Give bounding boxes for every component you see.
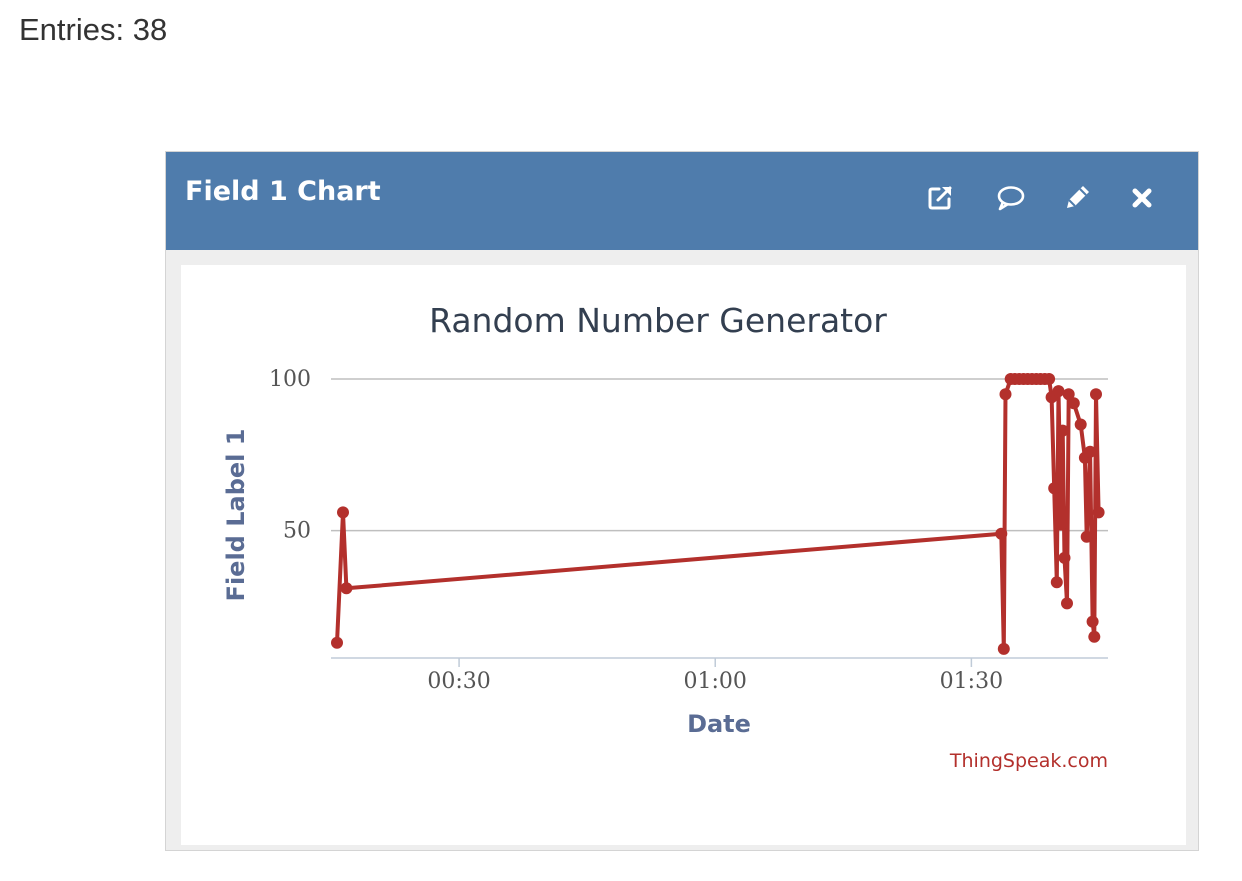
data-point[interactable] (1088, 630, 1101, 643)
data-point[interactable] (1080, 530, 1093, 543)
data-point[interactable] (999, 388, 1012, 401)
pencil-icon[interactable] (1059, 180, 1095, 216)
comment-icon[interactable] (993, 180, 1029, 216)
data-point[interactable] (1090, 388, 1102, 401)
data-point[interactable] (1067, 397, 1080, 410)
y-tick-label: 50 (283, 519, 311, 544)
data-point[interactable] (1058, 551, 1071, 564)
data-point[interactable] (340, 582, 353, 595)
chart-panel: Random Number Generator 50 100 00:30 01:00 0… (181, 265, 1186, 845)
x-tick-label: 01:00 (684, 669, 747, 694)
data-point[interactable] (1055, 518, 1067, 531)
data-point[interactable] (1061, 597, 1073, 610)
entries-count: Entries: 38 (19, 12, 168, 47)
data-point[interactable] (1056, 424, 1069, 437)
data-point[interactable] (1052, 385, 1065, 398)
data-point[interactable] (1074, 418, 1087, 431)
y-tick-label: 100 (269, 367, 311, 392)
data-point[interactable] (1092, 506, 1105, 519)
y-axis-label: Field Label 1 (222, 429, 250, 602)
widget-title: Field 1 Chart (185, 176, 381, 207)
data-point[interactable] (997, 642, 1010, 655)
data-point[interactable] (1043, 373, 1056, 385)
data-point[interactable] (1062, 388, 1075, 401)
data-point[interactable] (337, 506, 349, 519)
data-point[interactable] (1048, 482, 1061, 495)
thingspeak-credit[interactable]: ThingSpeak.com (949, 750, 1108, 772)
external-link-icon[interactable] (922, 180, 958, 216)
data-point[interactable] (1084, 445, 1097, 458)
x-axis-label: Date (687, 710, 751, 738)
data-point[interactable] (995, 527, 1008, 540)
close-icon[interactable] (1124, 180, 1160, 216)
chart-title: Random Number Generator (429, 301, 887, 340)
data-point[interactable] (1086, 615, 1099, 628)
series-line (335, 377, 1101, 651)
data-point[interactable] (331, 636, 343, 649)
x-tick-label: 01:30 (940, 669, 1003, 694)
field-chart-widget: Field 1 Chart (165, 151, 1199, 851)
widget-header: Field 1 Chart (166, 152, 1198, 250)
x-tick-label: 00:30 (427, 669, 490, 694)
data-point[interactable] (1050, 576, 1063, 589)
line-chart: Random Number Generator 50 100 00:30 01:00 0… (222, 301, 1108, 772)
